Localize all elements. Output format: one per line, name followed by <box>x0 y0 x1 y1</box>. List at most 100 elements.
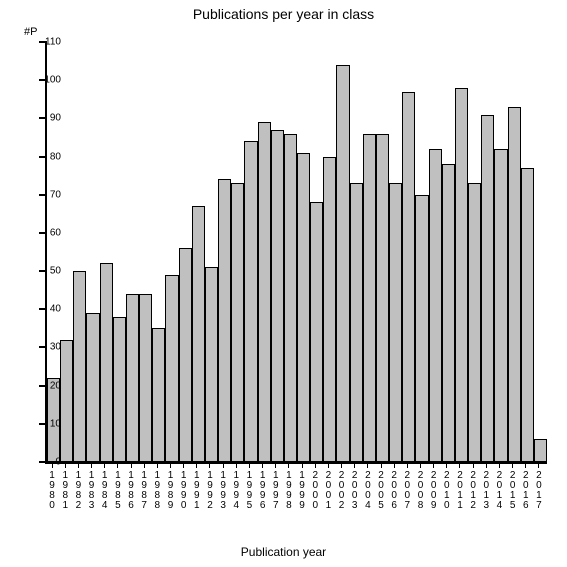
bar <box>113 317 126 462</box>
x-tick-label: 2015 <box>507 470 517 510</box>
bar <box>336 65 349 462</box>
bar <box>244 141 257 462</box>
x-tick-label: 1998 <box>283 470 293 510</box>
x-tick-label: 1988 <box>152 470 162 510</box>
x-tick-label: 1991 <box>191 470 201 510</box>
bar <box>231 183 244 462</box>
x-tick-label: 1984 <box>99 470 109 510</box>
x-tick-label: 1995 <box>244 470 254 510</box>
x-tick <box>446 462 447 468</box>
x-tick-label: 2014 <box>494 470 504 510</box>
bar <box>152 328 165 462</box>
x-tick <box>302 462 303 468</box>
x-tick <box>52 462 53 468</box>
bar <box>508 107 521 462</box>
x-tick-label: 1999 <box>297 470 307 510</box>
x-tick-label: 2000 <box>310 470 320 510</box>
x-tick <box>275 462 276 468</box>
bar <box>521 168 534 462</box>
x-tick <box>170 462 171 468</box>
x-tick-label: 2004 <box>362 470 372 510</box>
x-tick <box>394 462 395 468</box>
x-tick-label: 2009 <box>428 470 438 510</box>
y-tick-label: 90 <box>33 113 61 124</box>
chart-container: Publications per year in class #P Public… <box>0 0 567 567</box>
bar <box>363 134 376 462</box>
x-tick <box>183 462 184 468</box>
y-tick-label: 60 <box>33 227 61 238</box>
x-tick <box>78 462 79 468</box>
y-tick-label: 110 <box>33 37 61 48</box>
bar <box>126 294 139 462</box>
x-tick-label: 1987 <box>139 470 149 510</box>
x-tick-label: 1990 <box>178 470 188 510</box>
x-tick-label: 2011 <box>454 470 464 510</box>
y-tick-label: 100 <box>33 75 61 86</box>
y-tick-label: 10 <box>33 418 61 429</box>
bar <box>205 267 218 462</box>
x-tick <box>354 462 355 468</box>
y-tick-label: 30 <box>33 342 61 353</box>
bar <box>165 275 178 462</box>
x-tick <box>144 462 145 468</box>
bars-group <box>47 42 547 462</box>
x-tick-label: 1993 <box>218 470 228 510</box>
x-tick <box>341 462 342 468</box>
bar <box>455 88 468 462</box>
x-tick <box>288 462 289 468</box>
plot-area <box>45 42 547 464</box>
bar <box>86 313 99 462</box>
x-tick-label: 1980 <box>47 470 57 510</box>
bar <box>310 202 323 462</box>
bar <box>429 149 442 462</box>
bar <box>376 134 389 462</box>
bar <box>139 294 152 462</box>
bar <box>481 115 494 462</box>
x-axis-label: Publication year <box>0 545 567 559</box>
y-tick-label: 50 <box>33 266 61 277</box>
y-tick-label: 80 <box>33 151 61 162</box>
y-tick-label: 40 <box>33 304 61 315</box>
x-tick <box>525 462 526 468</box>
x-tick <box>236 462 237 468</box>
x-tick <box>420 462 421 468</box>
bar <box>192 206 205 462</box>
bar <box>389 183 402 462</box>
x-tick-label: 1986 <box>126 470 136 510</box>
bar <box>60 340 73 462</box>
x-tick-label: 2008 <box>415 470 425 510</box>
y-tick-label: 70 <box>33 189 61 200</box>
x-tick <box>473 462 474 468</box>
chart-title: Publications per year in class <box>0 6 567 22</box>
x-tick-label: 1983 <box>86 470 96 510</box>
bar <box>402 92 415 462</box>
x-tick <box>209 462 210 468</box>
x-tick-label: 2006 <box>389 470 399 510</box>
x-tick-label: 2013 <box>481 470 491 510</box>
x-tick <box>262 462 263 468</box>
bar <box>468 183 481 462</box>
x-tick <box>91 462 92 468</box>
bar <box>100 263 113 462</box>
x-tick-label: 2007 <box>402 470 412 510</box>
x-tick-label: 1997 <box>270 470 280 510</box>
x-tick-label: 2005 <box>376 470 386 510</box>
x-tick <box>433 462 434 468</box>
x-tick <box>381 462 382 468</box>
x-tick <box>117 462 118 468</box>
x-tick-label: 1989 <box>165 470 175 510</box>
x-tick-label: 2002 <box>336 470 346 510</box>
bar <box>271 130 284 462</box>
x-tick <box>196 462 197 468</box>
x-tick-label: 1982 <box>73 470 83 510</box>
x-tick <box>104 462 105 468</box>
x-tick-label: 2010 <box>441 470 451 510</box>
y-tick-label: 20 <box>33 380 61 391</box>
x-tick-label: 2012 <box>468 470 478 510</box>
x-tick-label: 1985 <box>112 470 122 510</box>
x-tick-label: 1992 <box>204 470 214 510</box>
bar <box>442 164 455 462</box>
bar <box>218 179 231 462</box>
x-tick <box>486 462 487 468</box>
x-tick-label: 2003 <box>349 470 359 510</box>
